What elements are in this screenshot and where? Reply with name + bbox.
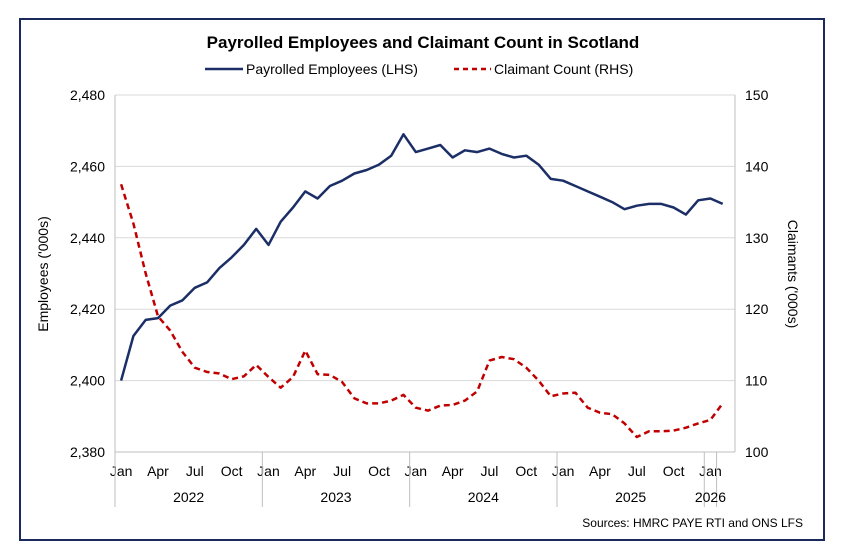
x-month-label: Oct <box>368 463 390 479</box>
right-tick-label: 120 <box>745 301 769 317</box>
legend: Payrolled Employees (LHS) Claimant Count… <box>205 61 633 77</box>
x-year-label: 2024 <box>468 489 499 505</box>
legend-label-claimants: Claimant Count (RHS) <box>494 61 633 77</box>
series-line-employees <box>119 133 724 381</box>
left-tick-label: 2,400 <box>70 373 105 389</box>
series-layer <box>119 133 724 439</box>
x-month-label: Apr <box>294 463 316 479</box>
series-line-claimants <box>119 183 724 439</box>
legend-label-employees: Payrolled Employees (LHS) <box>246 61 418 77</box>
right-tick-label: 150 <box>745 87 769 103</box>
x-month-label: Oct <box>663 463 685 479</box>
x-year-label: 2023 <box>320 489 351 505</box>
left-tick-label: 2,440 <box>70 230 105 246</box>
x-month-label: Jan <box>699 463 722 479</box>
x-month-label: Jul <box>186 463 204 479</box>
x-year-label: 2026 <box>695 489 726 505</box>
left-axis-ticks: 2,380 2,400 2,420 2,440 2,460 2,480 <box>70 87 105 460</box>
x-axis: Jan Apr Jul Oct Jan Apr Jul Oct Jan Apr Jul Oct Jan A… <box>110 451 735 507</box>
x-month-label: Jan <box>405 463 428 479</box>
x-month-label: Oct <box>515 463 537 479</box>
x-month-label: Jan <box>552 463 575 479</box>
right-tick-label: 110 <box>745 373 768 389</box>
right-tick-label: 100 <box>745 444 769 460</box>
x-month-label: Apr <box>589 463 611 479</box>
x-month-label: Jul <box>481 463 499 479</box>
x-year-label: 2025 <box>615 489 646 505</box>
x-month-label: Apr <box>147 463 169 479</box>
x-month-label: Apr <box>442 463 464 479</box>
left-tick-label: 2,460 <box>70 158 105 174</box>
outer-border <box>19 18 825 541</box>
chart-title: Payrolled Employees and Claimant Count i… <box>207 33 640 52</box>
x-month-label: Jan <box>257 463 280 479</box>
x-month-label: Oct <box>221 463 243 479</box>
left-tick-label: 2,480 <box>70 87 105 103</box>
left-axis-label: Employees ('000s) <box>35 216 51 332</box>
right-tick-label: 140 <box>745 158 769 174</box>
source-note: Sources: HMRC PAYE RTI and ONS LFS <box>582 516 803 530</box>
left-tick-label: 2,420 <box>70 301 105 317</box>
left-tick-label: 2,380 <box>70 444 105 460</box>
right-tick-label: 130 <box>745 230 769 246</box>
x-month-label: Jan <box>110 463 133 479</box>
x-month-label: Jul <box>628 463 646 479</box>
x-year-label: 2022 <box>173 489 204 505</box>
x-month-label: Jul <box>333 463 351 479</box>
right-axis-label: Claimants ('000s) <box>785 220 801 329</box>
right-axis-ticks: 100 110 120 130 140 150 <box>745 87 769 460</box>
gridlines <box>114 94 736 452</box>
